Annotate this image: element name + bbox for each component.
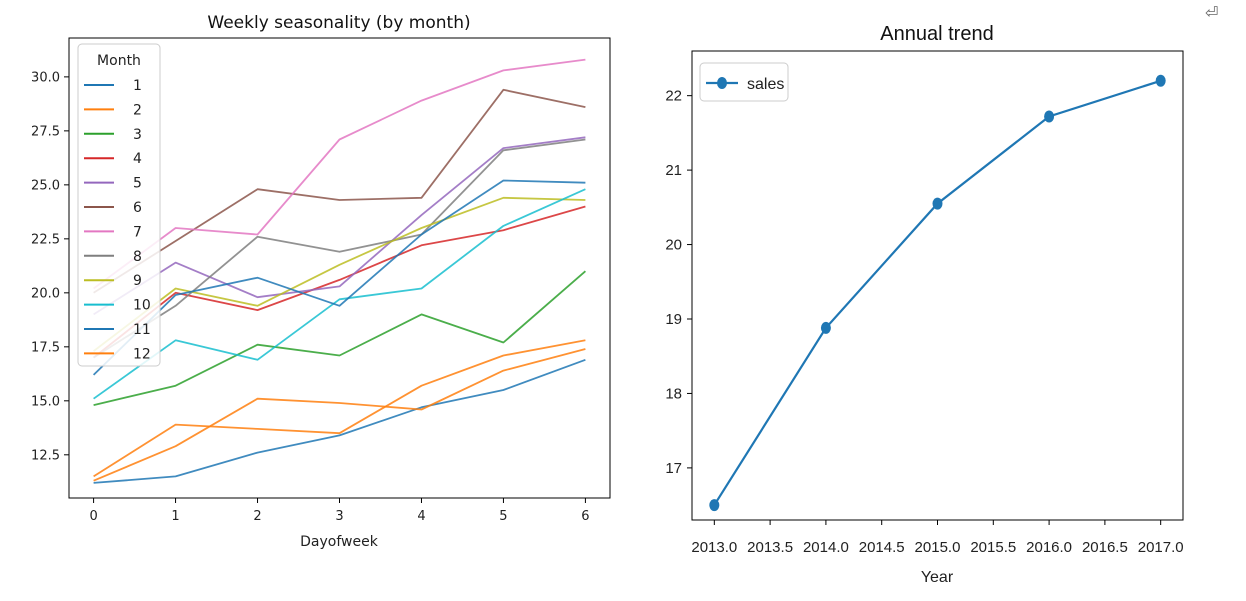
y-tick-label: 20.0: [31, 286, 60, 301]
series-line-month-2: [93, 348, 586, 482]
y-tick-label: 21: [665, 162, 682, 179]
series-line-month-11: [92, 179, 586, 376]
x-tick-label: 2: [253, 509, 261, 524]
x-tick-label: 2014.5: [859, 539, 905, 556]
legend-entry-label: 6: [133, 200, 142, 216]
legend-entry-label: 12: [133, 346, 151, 362]
y-tick-label: 18: [665, 385, 682, 402]
series-line-month-1: [93, 358, 586, 484]
series-line-month-6: [93, 88, 586, 294]
series-group: [92, 58, 586, 484]
x-axis-label: Year: [921, 569, 954, 586]
annual-trend-chart: Annual trend 2013.0 2013.5 2014.0 2014.5 201…: [665, 23, 1183, 586]
x-tick-label: 2016.0: [1026, 539, 1072, 556]
legend-box: [699, 62, 789, 102]
legend-entry-label: 7: [133, 224, 142, 240]
y-tick-label: 25.0: [31, 178, 60, 193]
plot-frame: [691, 50, 1184, 521]
series-line-month-9: [93, 196, 586, 352]
series-line-month-10: [93, 188, 586, 400]
weekly-seasonality-chart: Weekly seasonality (by month) 0 1 2 3 4 5 612.…: [31, 13, 611, 550]
legend-entry-label: 4: [133, 151, 142, 167]
series-line-month-7: [93, 58, 586, 290]
x-axis-label: Dayofweek: [300, 534, 379, 550]
series-line-month-3: [93, 270, 586, 406]
series-group: [709, 74, 1166, 512]
tick-group: 0 1 2 3 4 5 612.515.017.520.022.525.027.530.0: [31, 70, 590, 524]
data-point: [820, 321, 831, 334]
data-point: [932, 197, 943, 210]
legend-entry-label: 3: [133, 127, 142, 143]
x-tick-label: 2015.5: [970, 539, 1016, 556]
y-tick-label: 22.5: [31, 232, 60, 247]
x-tick-label: 2015.0: [915, 539, 961, 556]
y-tick-label: 17.5: [31, 340, 60, 355]
return-arrow-icon: ⏎: [1205, 3, 1219, 22]
chart-title: Annual trend: [880, 23, 993, 45]
data-point: [1044, 110, 1055, 123]
legend-entry-label: 9: [133, 273, 142, 289]
y-tick-label: 20: [665, 237, 682, 254]
y-tick-label: 30.0: [31, 70, 60, 85]
y-tick-label: 12.5: [31, 448, 60, 463]
chart-title: Weekly seasonality (by month): [207, 13, 470, 33]
y-tick-label: 17: [665, 460, 682, 477]
legend-entry-label: sales: [747, 76, 784, 93]
legend-title: Month: [97, 53, 141, 69]
x-tick-label: 3: [335, 509, 343, 524]
x-tick-label: 2013.0: [691, 539, 737, 556]
x-tick-label: 4: [417, 509, 425, 524]
x-tick-label: 1: [171, 509, 179, 524]
series-line-month-12: [93, 339, 586, 478]
legend-entry-label: 5: [133, 176, 142, 192]
legend-entry-label: 1: [133, 78, 142, 94]
series-line-month-8: [93, 138, 586, 359]
legend-box: [77, 43, 161, 367]
data-point: [1155, 74, 1166, 87]
series-line-month-5: [93, 136, 586, 316]
legend-entry-label: 11: [133, 322, 151, 338]
series-line-sales: [713, 79, 1162, 506]
legend-marker: [717, 77, 727, 89]
x-tick-label: 2017.0: [1138, 539, 1184, 556]
series-line-month-4: [93, 205, 586, 359]
legend-entry-label: 8: [133, 249, 142, 265]
y-tick-label: 15.0: [31, 394, 60, 409]
x-tick-label: 2016.5: [1082, 539, 1128, 556]
x-tick-label: 5: [499, 509, 507, 524]
y-tick-label: 22: [665, 88, 682, 105]
legend-entry-label: 2: [133, 102, 142, 118]
tick-group: 2013.0 2013.5 2014.0 2014.5 2015.0 2015.5 2016…: [665, 88, 1183, 556]
x-tick-label: 6: [581, 509, 589, 524]
x-tick-label: 2014.0: [803, 539, 849, 556]
data-point: [709, 499, 720, 512]
y-tick-label: 19: [665, 311, 682, 328]
x-tick-label: 0: [89, 509, 97, 524]
legend-entry-label: 10: [133, 298, 151, 314]
x-tick-label: 2013.5: [747, 539, 793, 556]
legend: sales: [699, 62, 789, 102]
y-tick-label: 27.5: [31, 124, 60, 139]
